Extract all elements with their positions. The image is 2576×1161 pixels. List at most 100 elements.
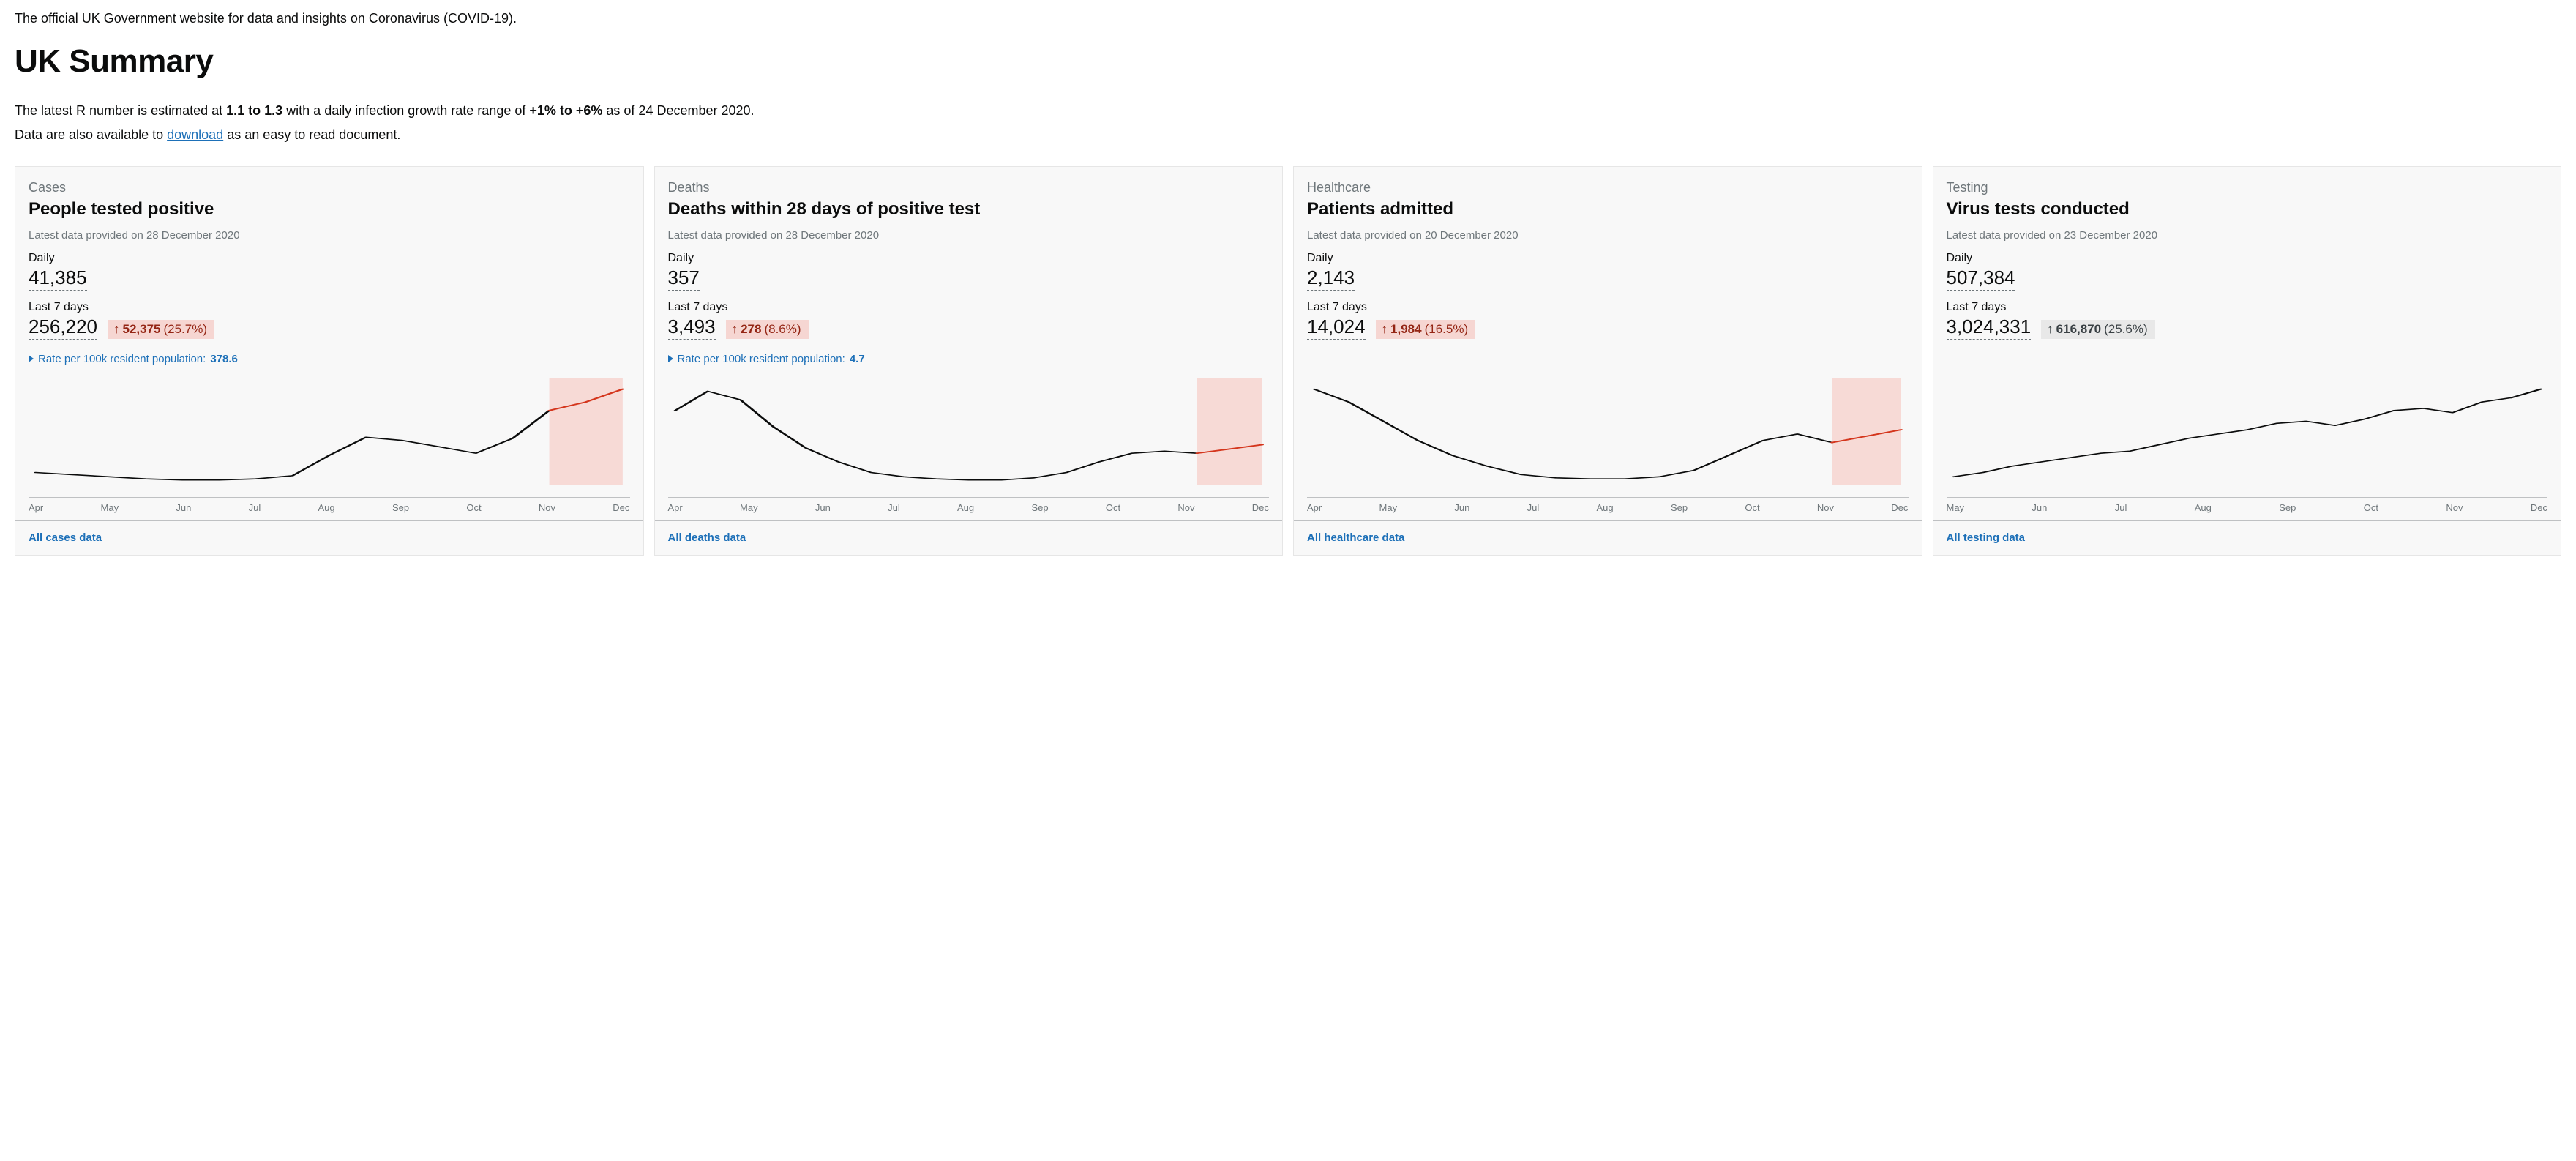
r-range: 1.1 to 1.3	[226, 103, 282, 118]
download-sentence: Data are also available to download as a…	[15, 124, 2561, 146]
daily-label: Daily	[1947, 252, 2548, 265]
card-title: Patients admitted	[1307, 198, 1909, 220]
card-category: Testing	[1947, 180, 2548, 195]
triangle-right-icon	[668, 355, 673, 362]
x-tick: Aug	[2195, 502, 2212, 513]
change-percent: (25.7%)	[163, 323, 207, 335]
change-value: 278	[741, 323, 761, 335]
x-tick: Jul	[249, 502, 261, 513]
sparkline-chart	[668, 371, 1270, 496]
change-percent: (8.6%)	[764, 323, 801, 335]
change-badge: ↑ 1,984 (16.5%)	[1376, 320, 1476, 339]
x-tick: Jul	[1527, 502, 1540, 513]
x-tick: Oct	[2364, 502, 2378, 513]
x-tick: Sep	[2279, 502, 2296, 513]
x-tick: Nov	[2446, 502, 2463, 513]
x-tick: Oct	[466, 502, 481, 513]
triangle-right-icon	[29, 355, 34, 362]
x-tick: Jun	[815, 502, 831, 513]
change-percent: (16.5%)	[1425, 323, 1469, 335]
arrow-up-icon: ↑	[2047, 323, 2053, 335]
x-tick: Aug	[318, 502, 335, 513]
card-footer-link[interactable]: All deaths data	[668, 531, 746, 544]
download-link[interactable]: download	[167, 127, 223, 142]
daily-value: 2,143	[1307, 266, 1355, 291]
last7-label: Last 7 days	[668, 301, 1270, 314]
cards-grid: CasesPeople tested positiveLatest data p…	[15, 166, 2561, 556]
card-category: Cases	[29, 180, 630, 195]
r-number-sentence: The latest R number is estimated at 1.1 …	[15, 100, 2561, 122]
rate-text: Rate per 100k resident population:	[38, 353, 206, 365]
last7-label: Last 7 days	[1307, 301, 1909, 314]
x-tick: Apr	[1307, 502, 1322, 513]
x-tick: Jul	[888, 502, 900, 513]
summary-card: TestingVirus tests conductedLatest data …	[1933, 166, 2562, 556]
rate-disclosure[interactable]: Rate per 100k resident population: 378.6	[29, 353, 630, 365]
x-axis: Apr May Jun Jul Aug Sep Oct Nov Dec	[1307, 497, 1909, 520]
daily-value: 507,384	[1947, 266, 2015, 291]
x-axis: May Jun Jul Aug Sep Oct Nov Dec	[1947, 497, 2548, 520]
x-tick: Dec	[2531, 502, 2547, 513]
card-footer-link[interactable]: All testing data	[1947, 531, 2026, 544]
summary-card: Deaths Deaths within 28 days of positive …	[654, 166, 1284, 556]
rate-disclosure[interactable]: Rate per 100k resident population: 4.7	[668, 353, 1270, 365]
x-tick: Jun	[2032, 502, 2047, 513]
x-tick: Apr	[29, 502, 43, 513]
page-title: UK Summary	[15, 43, 2561, 80]
x-tick: Aug	[1597, 502, 1614, 513]
card-title: Deaths within 28 days of positive test	[668, 198, 1270, 220]
x-tick: Jul	[2115, 502, 2127, 513]
x-tick: Aug	[957, 502, 974, 513]
card-footer-link[interactable]: All cases data	[29, 531, 102, 544]
x-tick: Nov	[1817, 502, 1834, 513]
sparkline-chart	[1947, 371, 2548, 496]
last7-value: 3,024,331	[1947, 316, 2032, 340]
change-percent: (25.6%)	[2104, 323, 2148, 335]
x-tick: May	[740, 502, 758, 513]
change-value: 52,375	[122, 323, 160, 335]
r-prefix: The latest R number is estimated at	[15, 103, 226, 118]
card-title: Virus tests conducted	[1947, 198, 2548, 220]
card-category: Deaths	[668, 180, 1270, 195]
last7-value: 14,024	[1307, 316, 1366, 340]
rate-value: 4.7	[850, 353, 865, 365]
latest-date: Latest data provided on 28 December 2020	[668, 229, 1270, 242]
x-tick: Jun	[176, 502, 191, 513]
daily-label: Daily	[668, 252, 1270, 265]
card-footer-link[interactable]: All healthcare data	[1307, 531, 1404, 544]
change-badge: ↑ 52,375 (25.7%)	[108, 320, 214, 339]
daily-value: 41,385	[29, 266, 87, 291]
latest-date: Latest data provided on 28 December 2020	[29, 229, 630, 242]
x-tick: May	[101, 502, 119, 513]
card-category: Healthcare	[1307, 180, 1909, 195]
x-tick: Sep	[1671, 502, 1688, 513]
x-tick: Sep	[1031, 502, 1048, 513]
r-suffix: as of 24 December 2020.	[602, 103, 754, 118]
x-tick: Dec	[1891, 502, 1908, 513]
x-tick: Jun	[1454, 502, 1469, 513]
change-badge: ↑ 278 (8.6%)	[726, 320, 809, 339]
x-tick: May	[1947, 502, 1965, 513]
arrow-up-icon: ↑	[113, 323, 120, 335]
dl-suffix: as an easy to read document.	[223, 127, 400, 142]
latest-date: Latest data provided on 20 December 2020	[1307, 229, 1909, 242]
daily-value: 357	[668, 266, 700, 291]
arrow-up-icon: ↑	[1382, 323, 1388, 335]
summary-card: CasesPeople tested positiveLatest data p…	[15, 166, 644, 556]
x-tick: Nov	[539, 502, 555, 513]
last7-label: Last 7 days	[1947, 301, 2548, 314]
arrow-up-icon: ↑	[732, 323, 738, 335]
intro-text: The official UK Government website for d…	[15, 9, 2561, 29]
x-tick: May	[1379, 502, 1398, 513]
change-value: 616,870	[2056, 323, 2101, 335]
summary-card: Healthcare Patients admitted Latest data p…	[1293, 166, 1922, 556]
last7-label: Last 7 days	[29, 301, 630, 314]
daily-label: Daily	[29, 252, 630, 265]
x-axis: AprMayJunJulAugSepOctNovDec	[668, 497, 1270, 520]
x-tick: Oct	[1745, 502, 1759, 513]
sparkline-chart	[1307, 371, 1909, 496]
last7-value: 256,220	[29, 316, 97, 340]
x-tick: Dec	[613, 502, 629, 513]
growth-range: +1% to +6%	[529, 103, 602, 118]
change-value: 1,984	[1390, 323, 1422, 335]
